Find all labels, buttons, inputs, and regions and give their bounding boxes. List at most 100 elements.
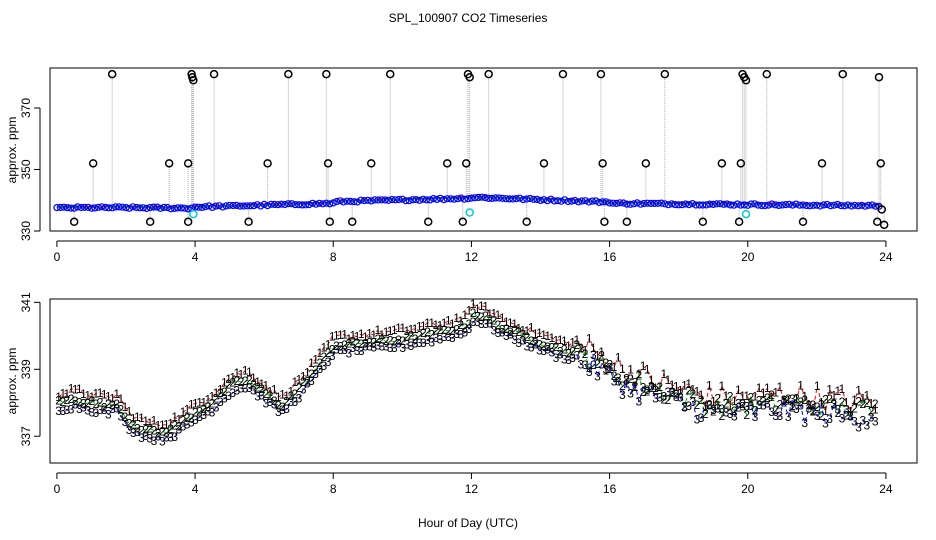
top-series-point [70,204,78,212]
bottom-series-marker: 2 [229,376,236,390]
bottom-series-marker: 3 [648,380,655,394]
top-series-point [56,203,65,211]
top-series-point [167,205,175,213]
bottom-series-marker: 3 [665,385,672,399]
top-series-point [699,201,707,209]
bottom-series-marker: 2 [196,405,203,419]
bottom-series-marker: 3 [184,418,191,432]
top-series-point [336,197,344,205]
bottom-series-marker: 2 [399,334,406,348]
bottom-series-marker: 3 [403,338,410,352]
bottom-series-marker: 1 [528,320,535,334]
bottom-series-marker: 1 [209,390,216,404]
bottom-series-marker: 2 [225,378,232,392]
bottom-series-marker: 2 [312,363,319,377]
top-series-point [270,200,279,208]
top-x-tick-label: 0 [54,250,61,264]
bottom-series-marker: 3 [221,392,228,406]
bottom-series-marker: 2 [279,400,286,414]
bottom-series-marker: 3 [785,410,792,424]
top-series-point [198,203,206,211]
bottom-series-marker: 3 [146,431,153,445]
top-series-point [236,202,244,210]
bottom-series-marker: 3 [723,406,730,420]
bottom-series-marker: 1 [515,321,522,335]
bottom-series-marker: 1 [797,378,804,392]
bottom-series-marker: 1 [263,379,270,393]
bottom-series-marker: 2 [432,324,439,338]
top-series-point [422,196,431,204]
top-series-point [788,201,797,209]
bottom-series-marker: 1 [93,386,100,400]
bottom-series-marker: 3 [180,420,187,434]
bottom-series-marker: 3 [677,391,684,405]
top-series-point [143,204,151,212]
top-series-point [87,204,96,212]
bottom-series-marker: 1 [267,385,274,399]
top-series-point [115,203,123,211]
bottom-series-marker: 2 [797,395,804,409]
top-outlier-point [622,217,632,227]
bottom-series-marker: 3 [130,426,137,440]
chart-title: SPL_100907 CO2 Timeseries [389,11,548,25]
bottom-series-marker: 2 [723,397,730,411]
bottom-y-tick-label: 337 [19,426,33,446]
bottom-series-marker: 1 [59,387,66,401]
bottom-series-marker: 2 [308,367,315,381]
bottom-series-marker: 2 [652,383,659,397]
bottom-series-marker: 3 [366,339,373,353]
top-series-point [871,202,880,210]
top-series-point [605,199,614,207]
top-outlier-point [539,159,549,168]
bottom-series-marker: 3 [569,351,576,365]
top-series-point [685,201,693,209]
bottom-series-marker: 3 [524,339,531,353]
bottom-series-marker: 3 [499,326,506,340]
bottom-series-marker: 3 [395,337,402,351]
bottom-series-marker: 2 [428,328,435,342]
bottom-series-marker: 1 [524,324,531,338]
bottom-series-marker: 2 [379,333,386,347]
bottom-series-marker: 3 [636,395,643,409]
top-series-point [464,195,472,203]
bottom-series-marker: 1 [374,323,381,337]
top-outlier-point [244,217,253,227]
bottom-series-marker: 2 [569,345,576,359]
top-outlier-point [461,159,471,168]
bottom-series-marker: 2 [350,335,357,349]
bottom-panel: 1111111111111111111111111111111111111111… [5,292,918,496]
bottom-series-marker: 3 [337,343,344,357]
top-series-point [498,194,507,202]
bottom-series-marker: 2 [383,334,390,348]
bottom-series-marker: 3 [739,399,746,413]
bottom-series-marker: 3 [122,415,129,429]
bottom-series-marker: 1 [304,366,311,380]
bottom-series-marker: 2 [532,336,539,350]
top-series-point [264,202,272,210]
bottom-series-marker: 1 [345,332,352,346]
top-series-point [868,201,876,209]
top-series-point [612,199,621,207]
bottom-series-marker: 2 [246,373,253,387]
bottom-series-marker: 3 [437,333,444,347]
top-x-tick-label: 8 [330,250,337,264]
top-series-point [84,203,92,211]
bottom-series-marker: 3 [615,374,622,388]
top-series-point [350,198,358,206]
bottom-series-marker: 1 [801,389,808,403]
bottom-series-marker: 3 [200,408,207,422]
bottom-series-marker: 1 [283,389,290,403]
bottom-series-marker: 1 [474,302,481,316]
bottom-series-line [58,302,876,427]
bottom-series-marker: 1 [573,333,580,347]
top-series-point [136,204,144,212]
bottom-series-marker: 1 [768,390,775,404]
bottom-series-marker: 2 [822,393,829,407]
bottom-series-marker: 2 [76,395,83,409]
bottom-series-marker: 3 [727,407,734,421]
top-series-point [436,194,444,202]
bottom-series-marker: 1 [101,388,108,402]
bottom-series-marker: 2 [238,375,245,389]
bottom-series-marker: 3 [308,374,315,388]
top-series-point [754,201,762,209]
